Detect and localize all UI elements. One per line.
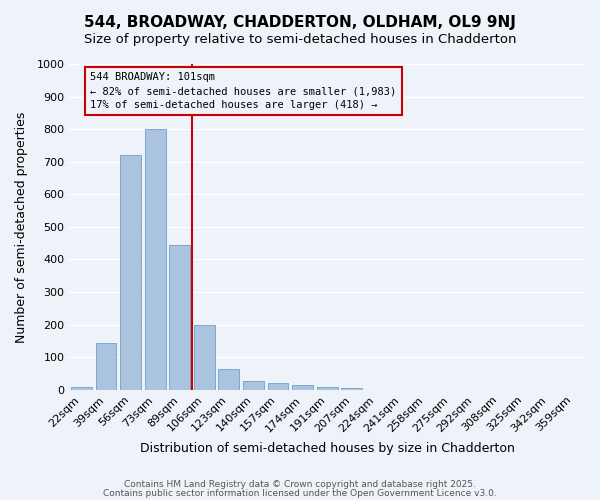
Text: 544 BROADWAY: 101sqm
← 82% of semi-detached houses are smaller (1,983)
17% of se: 544 BROADWAY: 101sqm ← 82% of semi-detac… <box>90 72 397 110</box>
Bar <box>71 387 92 390</box>
Bar <box>268 384 289 390</box>
Bar <box>218 368 239 390</box>
X-axis label: Distribution of semi-detached houses by size in Chadderton: Distribution of semi-detached houses by … <box>140 442 515 455</box>
Bar <box>194 324 215 390</box>
Bar <box>243 381 264 390</box>
Text: Size of property relative to semi-detached houses in Chadderton: Size of property relative to semi-detach… <box>84 32 516 46</box>
Bar <box>95 342 116 390</box>
Text: Contains HM Land Registry data © Crown copyright and database right 2025.: Contains HM Land Registry data © Crown c… <box>124 480 476 489</box>
Bar <box>169 245 190 390</box>
Text: Contains public sector information licensed under the Open Government Licence v3: Contains public sector information licen… <box>103 488 497 498</box>
Bar <box>120 155 141 390</box>
Bar <box>317 387 338 390</box>
Text: 544, BROADWAY, CHADDERTON, OLDHAM, OL9 9NJ: 544, BROADWAY, CHADDERTON, OLDHAM, OL9 9… <box>84 15 516 30</box>
Bar <box>341 388 362 390</box>
Y-axis label: Number of semi-detached properties: Number of semi-detached properties <box>15 111 28 342</box>
Bar <box>145 129 166 390</box>
Bar <box>292 386 313 390</box>
